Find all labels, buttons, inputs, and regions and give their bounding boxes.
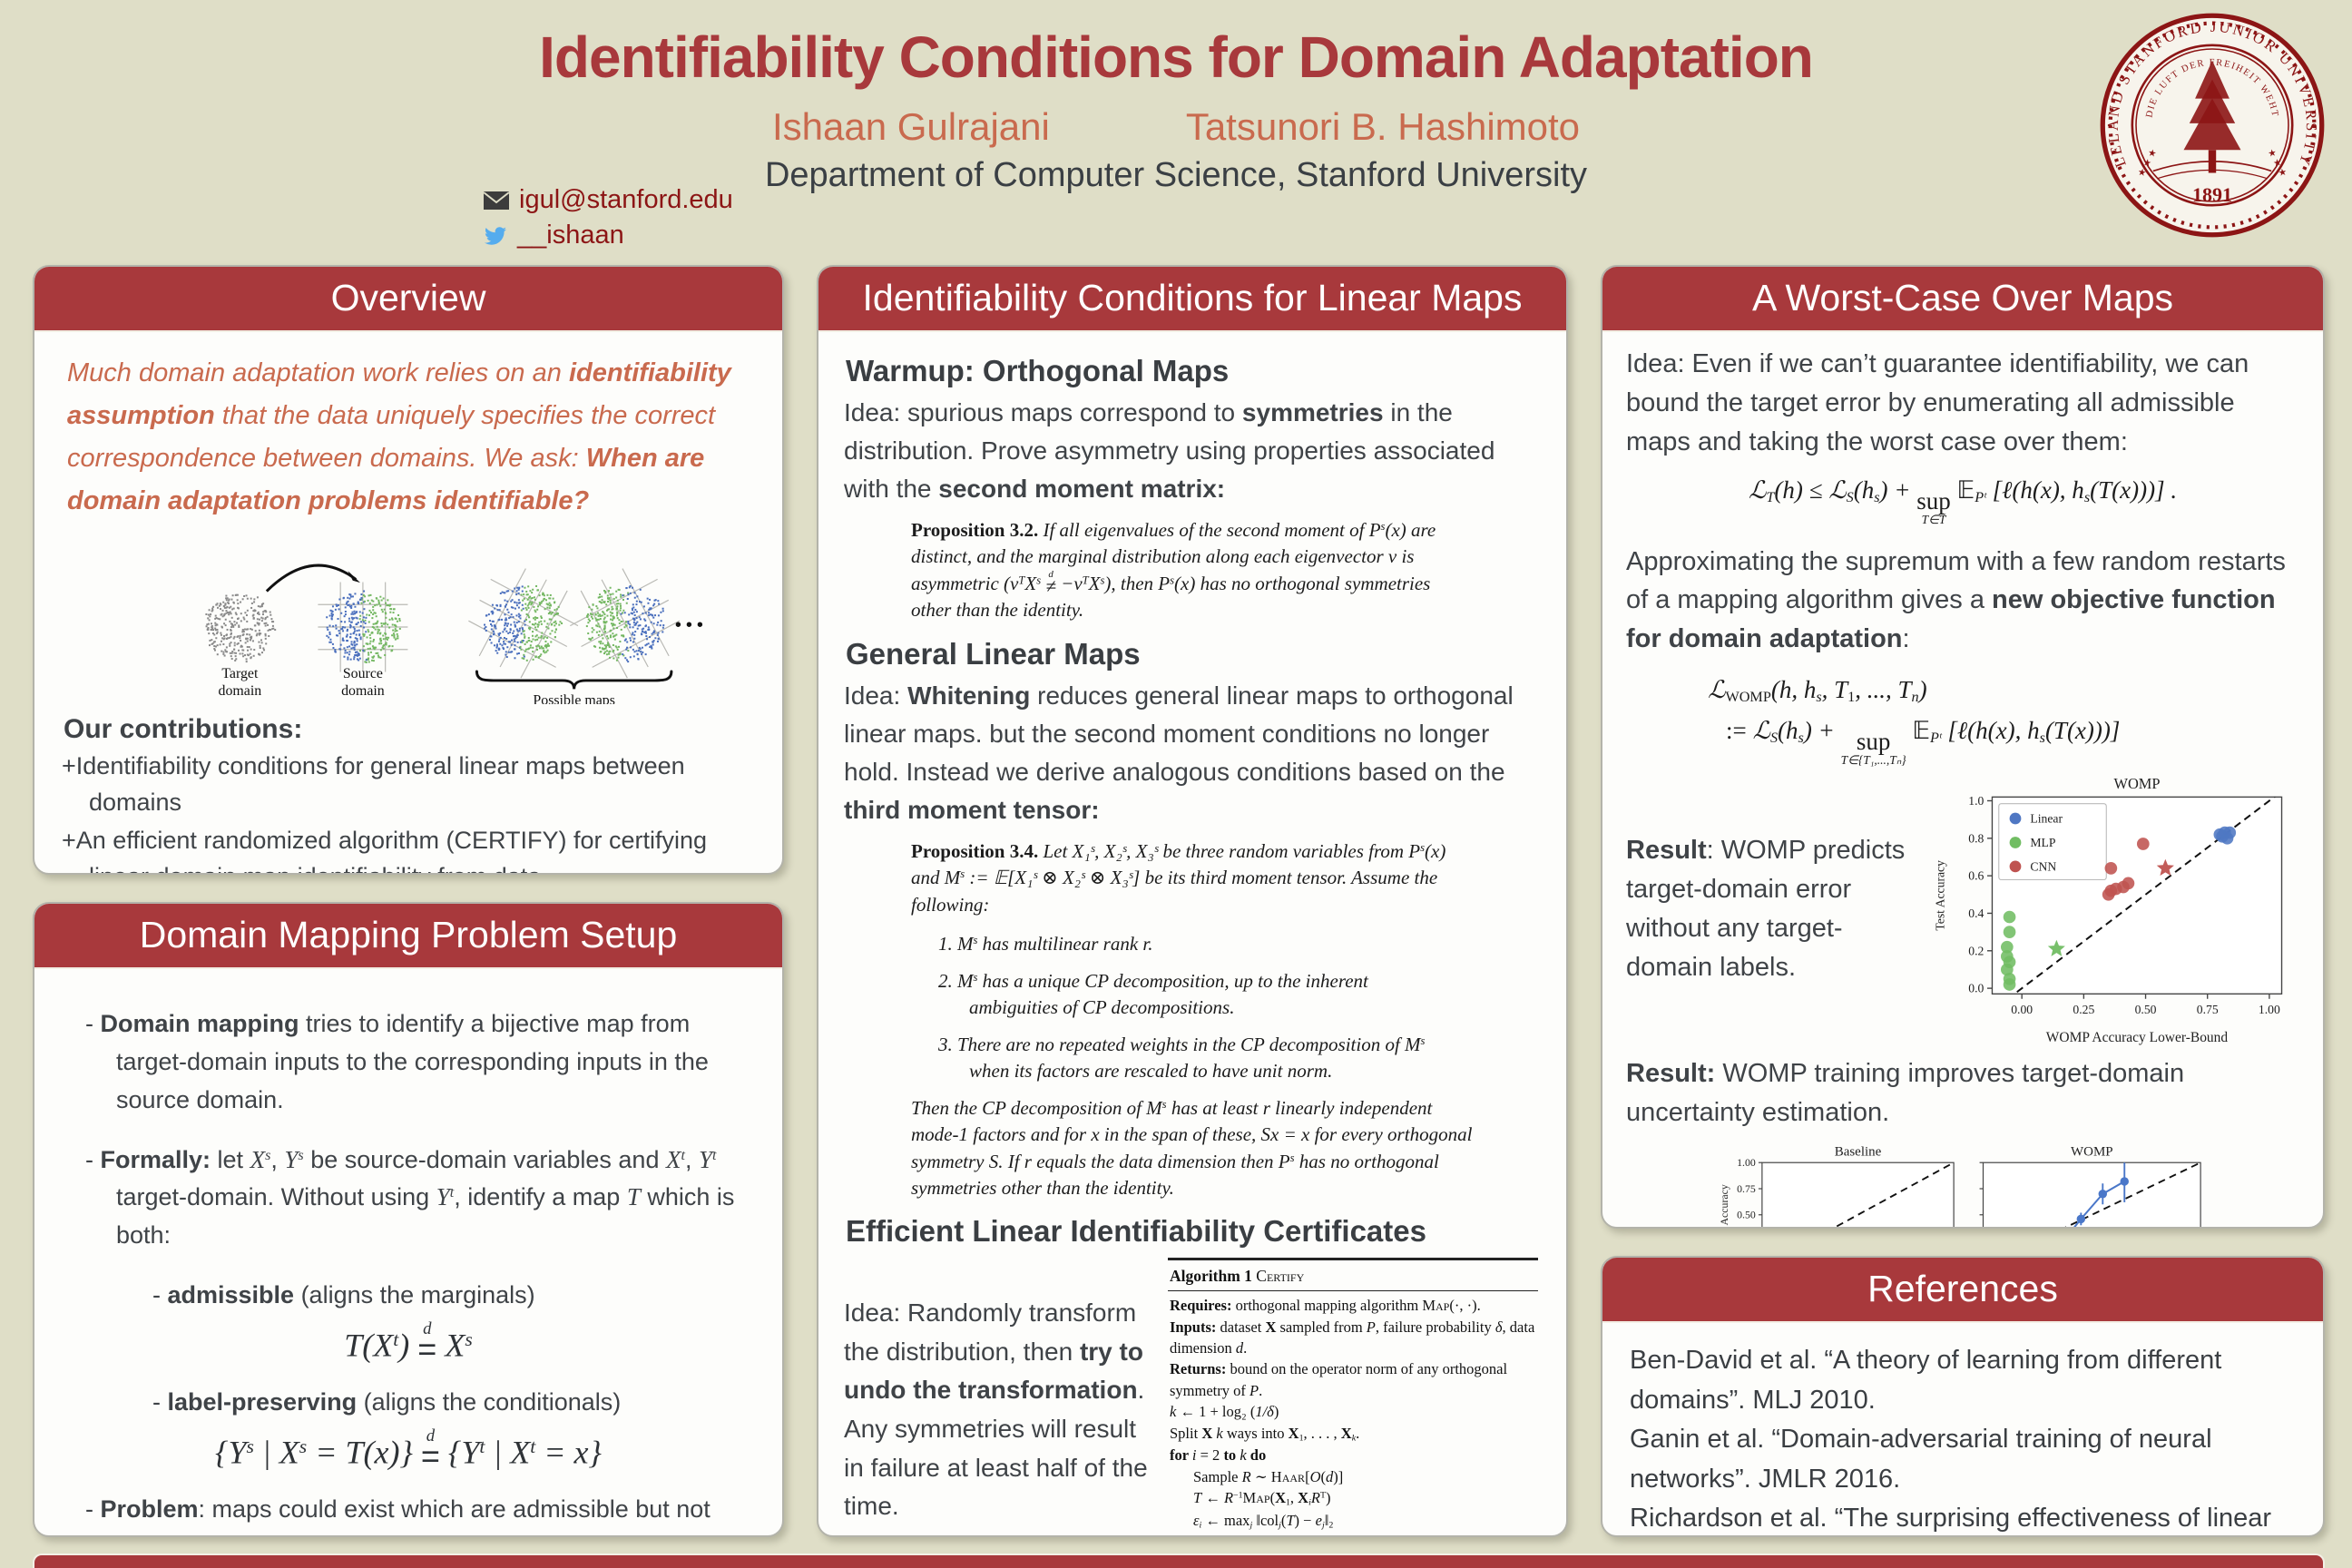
- certify-idea: Idea: Randomly transform the distributio…: [844, 1298, 1148, 1521]
- page-title: Identifiability Conditions for Domain Ad…: [539, 24, 1814, 90]
- proposition-3-4-conclusion: Then the CP decomposition of Ms has at l…: [911, 1096, 1473, 1199]
- result-2: Result: WOMP training improves target-do…: [1626, 1058, 2185, 1127]
- stanford-seal: LELAND STANFORD JUNIOR UNIVERSITY DIE LU…: [2098, 11, 2327, 240]
- email-text: igul@stanford.edu: [519, 185, 733, 214]
- affiliation: Department of Computer Science, Stanford…: [764, 156, 1588, 194]
- svg-text:0.75: 0.75: [2197, 1003, 2219, 1016]
- general-idea: Idea: Whitening reduces general linear m…: [844, 681, 1514, 824]
- womp-scatter-chart: WOMP 0.00 0.25 0.50 0.75 1.00 0.0 0.2 0.4 0.6 0.8 1…: [1931, 772, 2287, 1054]
- svg-text:0.50: 0.50: [1737, 1208, 1756, 1220]
- baseline-calibration-chart: Baseline0.00.20.40.60.81.00.000.250.500.…: [1718, 1140, 1961, 1229]
- worst-idea: Idea: Even if we can’t guarantee identif…: [1626, 349, 2249, 456]
- panel-overview-header: Overview: [34, 267, 782, 332]
- warmup-heading: Warmup: Orthogonal Maps: [846, 354, 1230, 387]
- svg-text:WOMP: WOMP: [2071, 1144, 2113, 1159]
- svg-text:WOMP Accuracy Lower-Bound: WOMP Accuracy Lower-Bound: [2046, 1030, 2229, 1045]
- svg-text:1.00: 1.00: [1737, 1156, 1756, 1169]
- algorithm-lines: Requires: orthogonal mapping algorithm M…: [1170, 1297, 1535, 1535]
- svg-text:MLP: MLP: [2030, 836, 2055, 849]
- footer-panel-edge: [33, 1553, 2325, 1568]
- bound-formula: ℒT(h) ≤ ℒS(hs) + sup T∈T̃ 𝔼Pᵗ [ℓ(h(x), hs…: [1748, 475, 2178, 527]
- contact-block: igul@stanford.edu __ishaan: [483, 185, 733, 256]
- svg-text:0.4: 0.4: [1968, 906, 1984, 920]
- svg-text:0.75: 0.75: [1737, 1182, 1756, 1195]
- svg-text:Target: Target: [221, 666, 259, 681]
- setup-bullet-domain-mapping: - Domain mapping tries to identify a bij…: [85, 1010, 709, 1113]
- svg-text:• • •: • • •: [675, 615, 703, 635]
- efficient-heading: Efficient Linear Identifiability Certifi…: [846, 1214, 1426, 1249]
- result-1: Result: WOMP predicts target-domain erro…: [1626, 836, 1906, 983]
- svg-text:domain: domain: [219, 683, 262, 699]
- proposition-3-2: Proposition 3.2. If all eigenvalues of t…: [911, 519, 1436, 622]
- algorithm-certify: Algorithm 1 Certify Requires: orthogonal…: [1168, 1258, 1538, 1535]
- twitter-icon: [483, 225, 508, 247]
- panel-setup-header: Domain Mapping Problem Setup: [34, 904, 782, 969]
- algorithm-title: Algorithm 1 Certify: [1168, 1263, 1538, 1292]
- svg-text:0.2: 0.2: [1968, 944, 1984, 957]
- svg-text:CNN: CNN: [2030, 859, 2056, 873]
- womp-objective-line1: ℒWOMP(h, hs, T1, ..., Tn): [1708, 676, 1927, 706]
- svg-text:0.50: 0.50: [2135, 1003, 2157, 1016]
- references-list: Ben-David et al. “A theory of learning f…: [1630, 1346, 2272, 1533]
- admissible-formula: T(Xt) d = Xs: [344, 1318, 473, 1367]
- author-2: Tatsunori B. Hashimoto: [1185, 105, 1581, 148]
- contributions-list: +Identifiability conditions for general …: [62, 752, 708, 873]
- panel-linear-maps: Identifiability Conditions for Linear Ma…: [817, 265, 1568, 1537]
- panel-worst-case: A Worst-Case Over Maps Idea: Even if we …: [1601, 265, 2325, 1229]
- label-preserving-formula: {Ys | Xs = T(x)} d = {Yt | Xt = x}: [215, 1426, 602, 1475]
- svg-text:0.8: 0.8: [1968, 831, 1984, 845]
- panel-linear-header: Identifiability Conditions for Linear Ma…: [818, 267, 1566, 332]
- svg-text:0.6: 0.6: [1968, 868, 1984, 882]
- seal-year: 1891: [2192, 183, 2232, 206]
- svg-text:1.00: 1.00: [2259, 1003, 2280, 1016]
- email-icon: [483, 191, 510, 211]
- overview-intro: Much domain adaptation work relies on an…: [67, 358, 731, 515]
- womp-objective-line2: := ℒS(hs) + sup T∈{T₁,...,Tₙ} 𝔼Pᵗ [ℓ(h(x)…: [1726, 716, 2121, 768]
- panel-references: References Ben-David et al. “A theory of…: [1601, 1256, 2325, 1537]
- approx-paragraph: Approximating the supremum with a few ra…: [1626, 546, 2286, 654]
- svg-text:Test Accuracy: Test Accuracy: [1718, 1184, 1730, 1229]
- panel-worst-header: A Worst-Case Over Maps: [1602, 267, 2323, 332]
- author-1: Ishaan Gulrajani: [771, 105, 1050, 148]
- setup-problem: - Problem: maps could exist which are ad…: [85, 1495, 729, 1535]
- panel-overview: Overview Much domain adaptation work rel…: [33, 265, 784, 875]
- authors: Ishaan Gulrajani Tatsunori B. Hashimoto: [0, 105, 2352, 149]
- panel-references-header: References: [1602, 1258, 2323, 1323]
- setup-label-preserving: - label-preserving (aligns the condition…: [152, 1388, 622, 1416]
- svg-text:0.0: 0.0: [1968, 981, 1984, 995]
- general-heading: General Linear Maps: [846, 636, 1141, 671]
- panel-setup: Domain Mapping Problem Setup - Domain ma…: [33, 902, 784, 1537]
- svg-text:Test Accuracy: Test Accuracy: [1934, 860, 1947, 931]
- svg-text:Baseline: Baseline: [1835, 1144, 1882, 1159]
- twitter-handle: __ishaan: [517, 220, 624, 250]
- calibration-figure: Baseline0.00.20.40.60.81.00.000.250.500.…: [1709, 1140, 2217, 1229]
- svg-text:0.25: 0.25: [2073, 1003, 2094, 1016]
- svg-text:Possible maps: Possible maps: [533, 692, 615, 704]
- setup-admissible: - admissible (aligns the marginals): [152, 1281, 535, 1309]
- svg-text:WOMP: WOMP: [2113, 775, 2160, 792]
- proposition-3-4-lead: Proposition 3.4. Let X₁ˢ, X₂ˢ, X₃ˢ be th…: [911, 839, 1446, 916]
- warmup-idea: Idea: spurious maps correspond to symmet…: [844, 398, 1495, 503]
- proposition-3-4-items: 1. Ms has multilinear rank r. 2. Ms has a…: [938, 932, 1426, 1082]
- contributions-title: Our contributions:: [64, 714, 303, 745]
- domain-mapping-figure: • • • Target domain Source domain Possible ma…: [109, 528, 708, 709]
- svg-text:Source: Source: [343, 666, 383, 681]
- svg-text:Linear: Linear: [2030, 811, 2063, 825]
- svg-text:domain: domain: [341, 683, 385, 699]
- svg-text:1.0: 1.0: [1968, 794, 1984, 808]
- setup-bullet-formally: - Formally: let Xs, Ys be source-domain …: [85, 1145, 735, 1250]
- svg-text:0.00: 0.00: [2011, 1003, 2033, 1016]
